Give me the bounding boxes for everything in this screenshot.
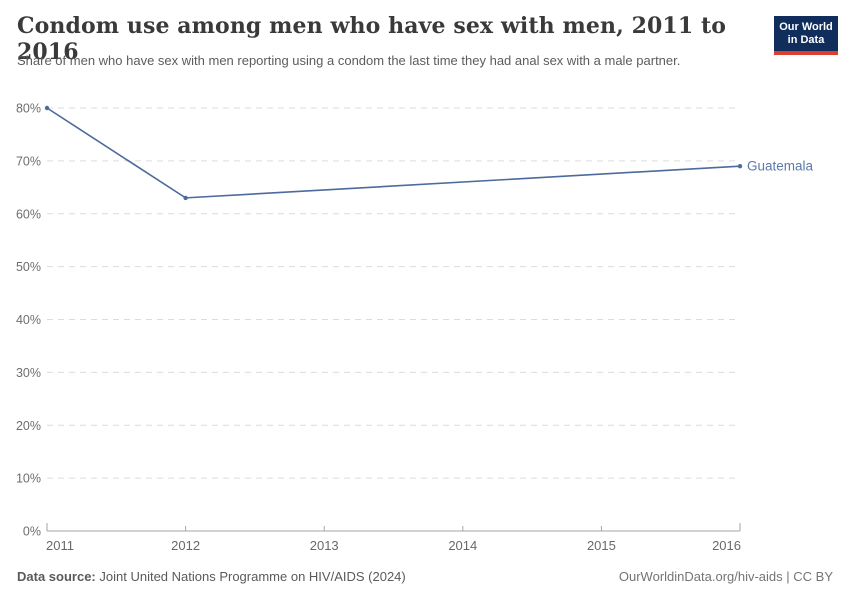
y-tick-label-40: 40% bbox=[16, 313, 41, 327]
series-line-guatemala[interactable] bbox=[46, 107, 741, 199]
x-tick-label-2013: 2013 bbox=[310, 538, 339, 553]
chart-footer: Data source: Joint United Nations Progra… bbox=[17, 569, 833, 584]
page-title: Condom use among men who have sex with m… bbox=[17, 13, 727, 65]
data-source: Data source: Joint United Nations Progra… bbox=[17, 569, 406, 584]
data-point-guatemala-2012[interactable] bbox=[183, 195, 188, 201]
y-tick-label-0: 0% bbox=[23, 525, 41, 539]
entity-label-guatemala[interactable]: Guatemala bbox=[747, 159, 814, 174]
x-tick-label-2016: 2016 bbox=[712, 538, 741, 553]
y-tick-label-30: 30% bbox=[16, 366, 41, 380]
y-tick-label-50: 50% bbox=[16, 260, 41, 274]
x-tick-label-2015: 2015 bbox=[587, 538, 616, 553]
y-tick-label-70: 70% bbox=[16, 154, 41, 168]
x-tick-label-2012: 2012 bbox=[171, 538, 200, 553]
x-tick-label-2011: 2011 bbox=[46, 538, 74, 553]
owid-logo[interactable]: Our World in Data bbox=[774, 16, 838, 56]
y-tick-label-60: 60% bbox=[16, 207, 41, 221]
data-source-text: Joint United Nations Programme on HIV/AI… bbox=[99, 569, 406, 584]
footer-license-link[interactable]: OurWorldinData.org/hiv-aids | CC BY bbox=[618, 569, 833, 584]
x-tick-label-2014: 2014 bbox=[448, 538, 477, 553]
y-tick-label-10: 10% bbox=[16, 472, 41, 486]
owid-logo-line2: in Data bbox=[787, 34, 825, 47]
y-tick-label-80: 80% bbox=[16, 102, 41, 116]
y-tick-label-20: 20% bbox=[16, 419, 41, 433]
data-point-guatemala-2011[interactable] bbox=[44, 105, 50, 111]
chart-subtitle: Share of men who have sex with men repor… bbox=[17, 53, 681, 68]
data-source-label: Data source: bbox=[17, 569, 96, 584]
data-point-guatemala-2016[interactable] bbox=[737, 163, 743, 169]
owid-logo-line1: Our World bbox=[779, 21, 833, 33]
